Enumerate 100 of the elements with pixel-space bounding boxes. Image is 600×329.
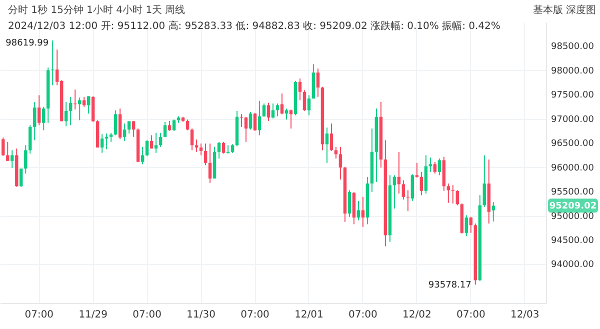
candlestick <box>186 119 190 131</box>
candlestick <box>168 120 172 132</box>
candlestick <box>276 103 280 117</box>
candlestick <box>456 190 459 206</box>
text: 95209.02 <box>549 202 597 212</box>
y-tick-label: 96000.00 <box>551 163 594 174</box>
candlestick <box>284 108 288 120</box>
y-tick-label: 98500.00 <box>551 42 594 52</box>
y-tick-label: 97500.00 <box>551 90 594 101</box>
candlestick <box>410 174 414 202</box>
candlestick <box>415 162 419 178</box>
x-tick-label: 07:00 <box>24 310 54 320</box>
candlestick <box>316 68 320 98</box>
candlestick <box>190 128 194 151</box>
y-tick-label: 94500.00 <box>551 236 594 246</box>
candlestick <box>438 158 442 176</box>
candlestick <box>42 106 46 131</box>
x-tick-label: 07:00 <box>132 310 162 320</box>
x-tick-label: 12/03 <box>510 310 540 320</box>
candlestick <box>132 120 136 138</box>
candlestick <box>69 96 72 126</box>
candlestick <box>348 190 352 218</box>
candlestick <box>2 137 5 156</box>
x-tick-label: 12/01 <box>294 310 324 320</box>
candlestick <box>271 103 275 120</box>
y-tick-label: 94000.00 <box>551 260 594 270</box>
candlestick <box>248 111 252 130</box>
candlestick <box>482 154 486 208</box>
candlestick <box>392 174 396 210</box>
x-tick-label: 11/29 <box>78 310 108 320</box>
candlestick <box>253 112 257 132</box>
candlestick <box>140 146 144 165</box>
y-tick-label: 95500.00 <box>551 188 594 198</box>
candlestick <box>20 168 23 188</box>
candlestick <box>87 96 90 114</box>
candlestick <box>420 171 424 196</box>
candlestick <box>204 143 208 166</box>
candlestick <box>307 94 311 116</box>
candlestick <box>33 101 36 141</box>
x-tick-label: 07:00 <box>348 310 378 320</box>
y-tick-label: 98000.00 <box>551 66 594 76</box>
candlestick <box>402 180 406 200</box>
candlestick <box>28 124 32 154</box>
candlestick <box>24 144 28 174</box>
candlestick <box>78 97 82 121</box>
candlestick <box>266 102 270 122</box>
candlestick <box>325 127 329 164</box>
candlestick <box>298 78 302 101</box>
candlestick <box>302 90 306 112</box>
candlestick <box>172 119 176 132</box>
candlestick <box>451 184 454 204</box>
text: 分时 1秒 15分钟 1小时 4小时 1天 周线 <box>8 4 186 16</box>
candlestick <box>6 141 10 162</box>
y-tick-label: 95000.00 <box>551 212 594 222</box>
candlestick <box>82 96 86 108</box>
candlestick <box>145 140 149 157</box>
candlestick <box>64 101 68 127</box>
candlestick <box>122 123 126 142</box>
candlestick <box>428 157 432 172</box>
candlestick <box>280 93 284 115</box>
chart-title: 2024/12/03 12:00 开: 95112.00 高: 95283.33 低: 94882.83 收: 95209.02 涨跌幅: 0.10% 振幅: 0.42% <box>8 20 500 32</box>
candlestick <box>338 146 342 180</box>
y-tick-label: 97000.00 <box>551 114 594 125</box>
candlestick <box>433 161 437 174</box>
candlestick <box>150 134 154 150</box>
annotation: 98619.99 <box>6 38 49 48</box>
candlestick <box>158 132 162 148</box>
candlestick <box>446 183 450 204</box>
candlestick <box>127 120 131 134</box>
x-tick-label: 07:00 <box>240 310 270 320</box>
candlestick <box>492 202 495 222</box>
x-tick-label: 12/02 <box>402 310 432 320</box>
x-tick-label: 11/30 <box>186 310 216 320</box>
text: 基本版 深度图 <box>532 4 596 16</box>
candlestick <box>154 132 158 154</box>
candlestick <box>208 143 212 184</box>
candlestick <box>118 108 122 140</box>
candlestick <box>199 143 203 156</box>
annotation: 93578.17 <box>428 280 472 291</box>
y-tick-label: 96500.00 <box>551 139 594 150</box>
candlestick <box>262 103 266 118</box>
candlestick <box>289 109 293 130</box>
candlestick <box>217 141 221 160</box>
candlestick <box>114 110 118 136</box>
candlestick <box>469 216 472 234</box>
candlestick <box>222 141 226 154</box>
candlestick <box>10 150 14 168</box>
candlestick <box>100 134 104 154</box>
candlestick <box>226 144 230 154</box>
candlestick <box>194 139 198 152</box>
candlestick <box>330 123 334 152</box>
candlestick <box>258 100 262 136</box>
candlestick <box>334 146 338 160</box>
candlestick <box>163 121 167 138</box>
candlestick <box>356 200 360 221</box>
x-tick-label: 07:00 <box>456 310 486 320</box>
candlestick <box>464 214 468 237</box>
candlestick <box>38 94 41 126</box>
candlestick <box>244 116 248 142</box>
candlestick <box>361 196 365 228</box>
